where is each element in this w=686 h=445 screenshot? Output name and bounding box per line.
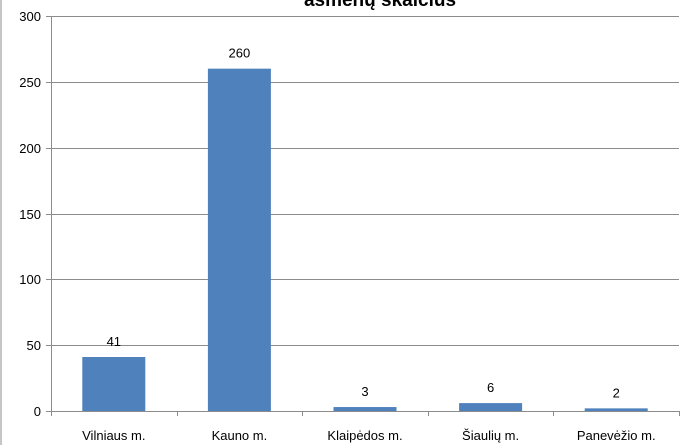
x-category-label: Panevėžio m. [577,428,656,443]
y-tick-label: 0 [34,404,41,419]
axes [46,16,680,416]
bars [82,68,648,412]
data-label: 2 [613,385,620,400]
bar [459,403,523,411]
x-axis-category-labels: Vilniaus m. Kauno m. Klaipėdos m. Šiaulių m… [82,428,655,443]
x-category-label: Šiaulių m. [462,428,519,443]
chart-title: asmenų skaičius [304,0,456,11]
x-category-label: Kauno m. [212,428,268,443]
y-tick-label: 50 [27,338,41,353]
bar [333,407,397,411]
y-tick-label: 100 [19,272,41,287]
y-tick-label: 250 [19,75,41,90]
bar [207,68,271,412]
bar [82,357,146,411]
x-category-label: Vilniaus m. [82,428,145,443]
y-axis-tick-labels: 0 50 100 150 200 250 300 [19,9,41,419]
data-label: 6 [487,380,494,395]
x-category-label: Klaipėdos m. [327,428,402,443]
gridlines [51,16,679,346]
y-tick-label: 300 [19,9,41,24]
data-label: 41 [107,334,121,349]
y-tick-label: 150 [19,207,41,222]
data-label: 3 [361,384,368,399]
data-label: 260 [229,46,251,61]
data-labels: 41 260 3 6 2 [107,46,620,401]
bar [584,408,648,411]
y-tick-label: 200 [19,141,41,156]
